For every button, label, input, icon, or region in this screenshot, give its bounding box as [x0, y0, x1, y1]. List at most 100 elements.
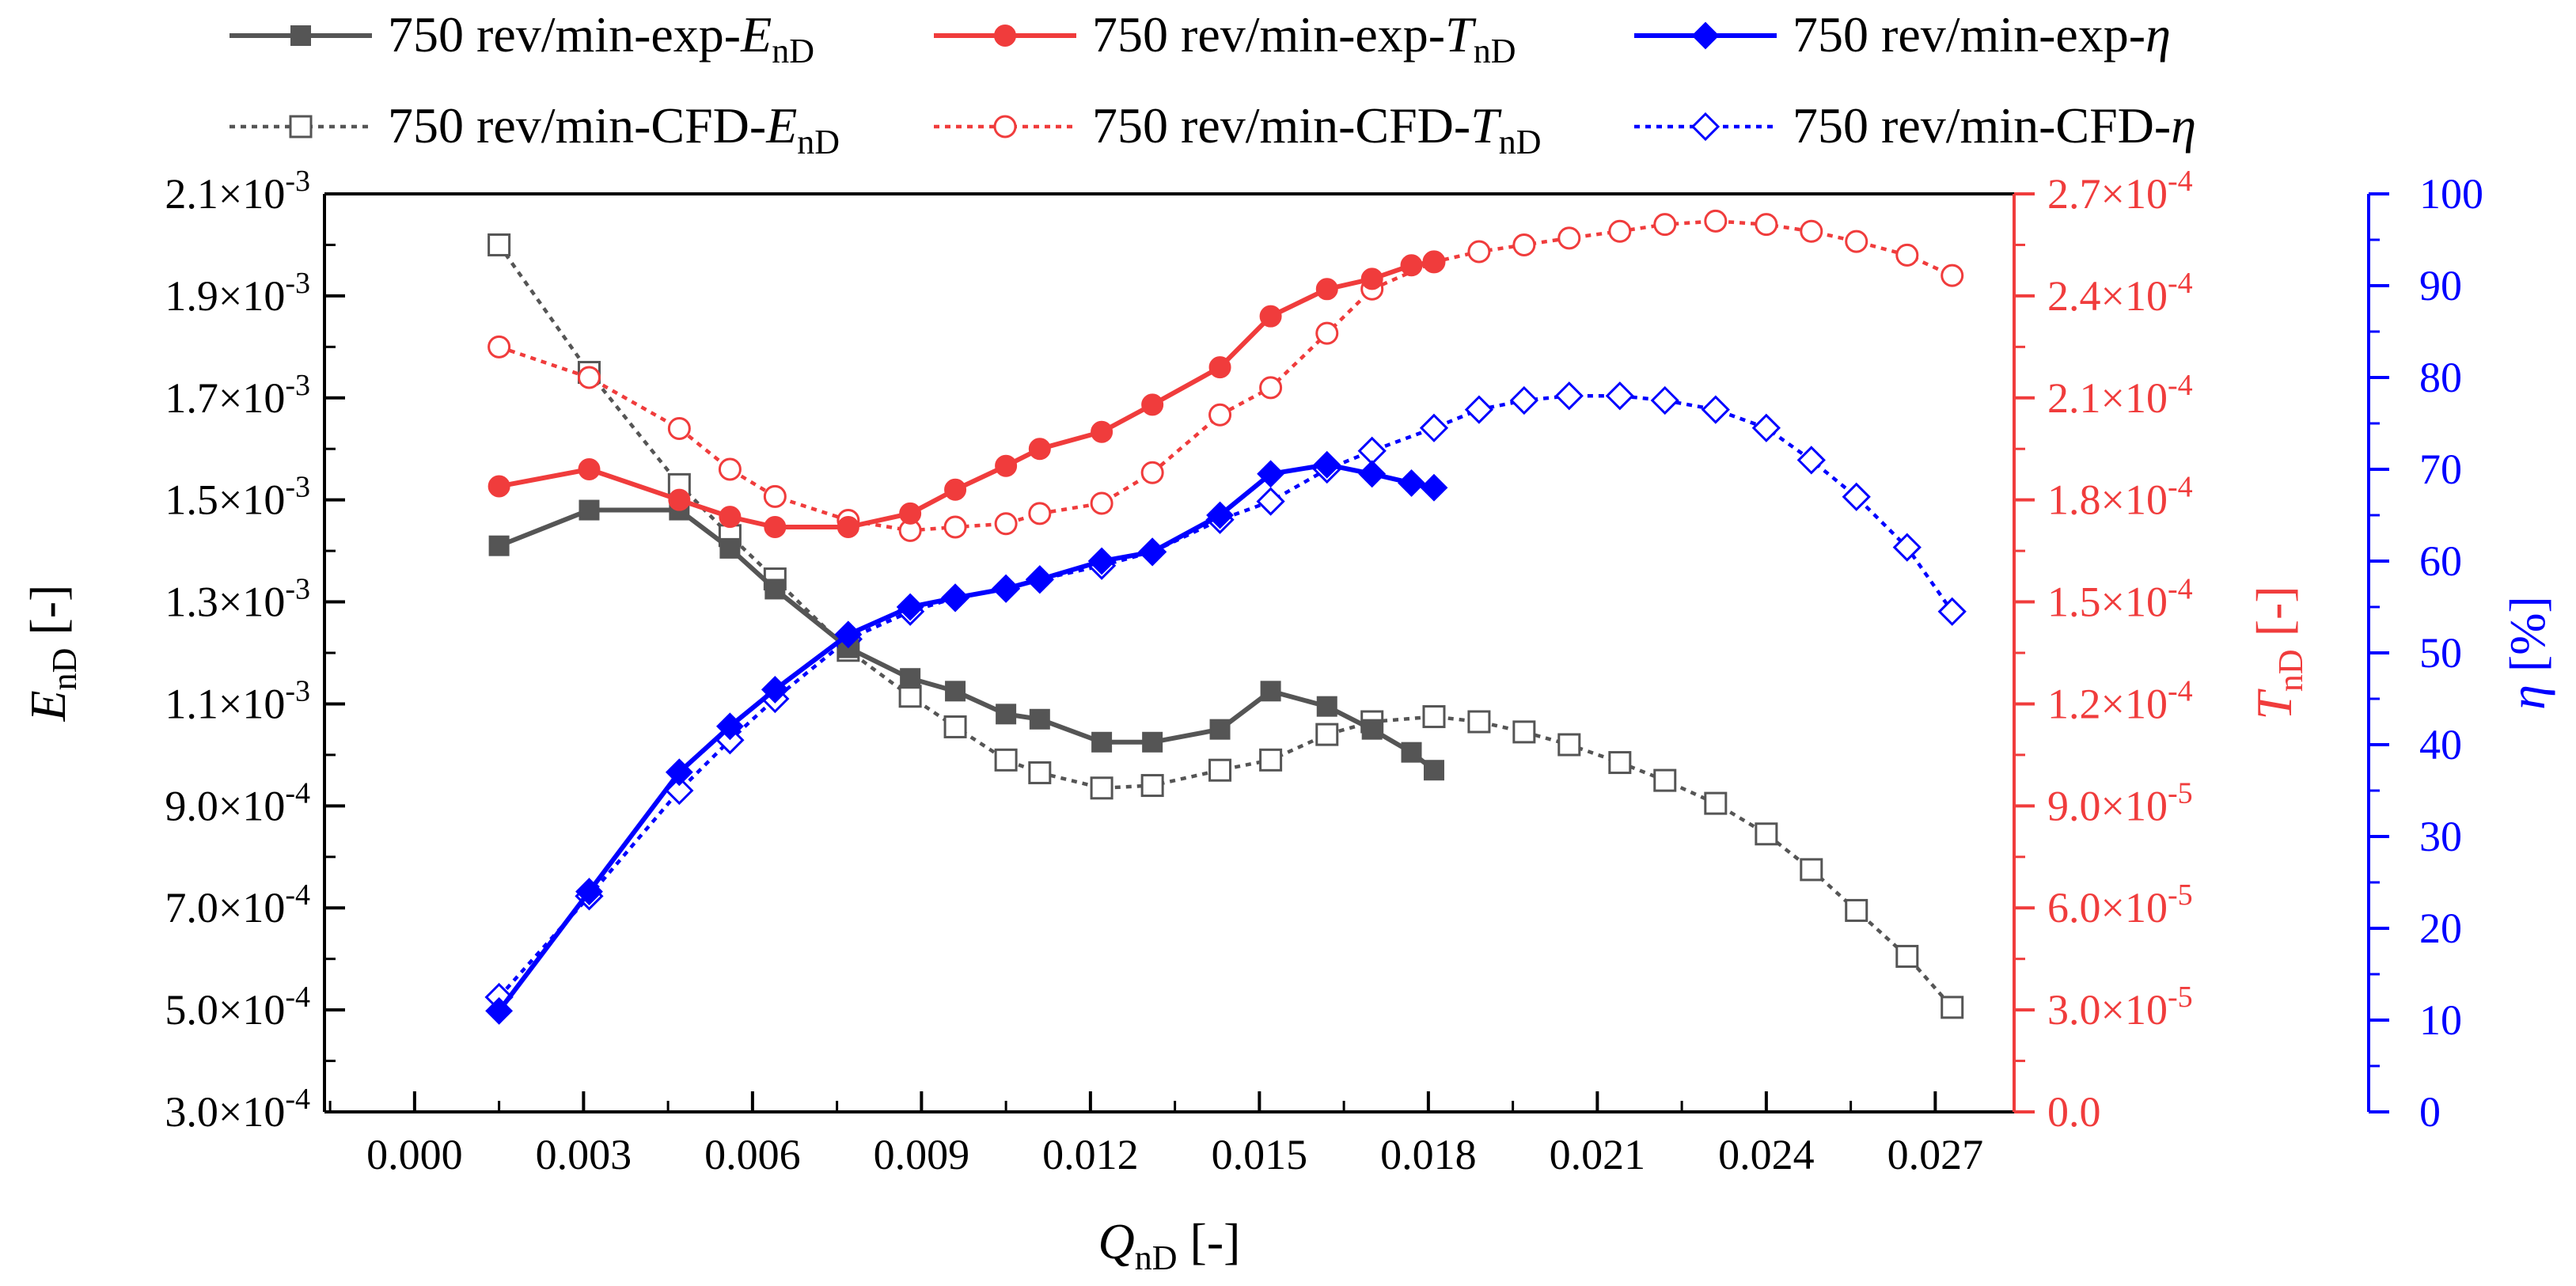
e-tick-label-base: ×10 [218, 986, 285, 1034]
point-cfd-T [1755, 213, 1778, 237]
e-tick-label-base: ×10 [218, 272, 285, 320]
e-tick-label-base: ×10 [218, 579, 285, 626]
point-exp-E [1401, 742, 1422, 763]
point-exp-T [837, 516, 859, 539]
t-axis-label-tail: [-] [2246, 586, 2302, 649]
t-tick-label-mantissa: 1.5 [2047, 579, 2101, 626]
point-cfd-E [1800, 858, 1823, 882]
legend-label-exp-E: 750 rev/min-exp-EnD [388, 6, 814, 70]
legend: 750 rev/min-exp-EnD 750 rev/min-exp-TnD 75… [230, 6, 2196, 161]
x-axis-label: QnD [-] [1098, 1213, 1241, 1277]
point-cfd-eta [1701, 395, 1730, 424]
point-cfd-E [1467, 710, 1491, 734]
t-axis-label-sub: nD [2271, 649, 2310, 692]
e-tick-label-exponent: -4 [285, 981, 310, 1014]
point-cfd-T [1941, 264, 1964, 287]
e-tick-label-exponent: -3 [285, 369, 310, 402]
legend-marker-cfd-E [289, 115, 313, 138]
legend-label-prefix: 750 rev/min-CFD- [1092, 97, 1470, 154]
point-cfd-E [994, 748, 1018, 772]
point-exp-T [995, 454, 1018, 477]
t-tick-label: 2.1×10-4 [2047, 369, 2193, 422]
legend-marker-exp-T [994, 25, 1016, 47]
legend-label-cfd-eta: 750 rev/min-CFD-η [1793, 97, 2196, 154]
e-tick-label-mantissa: 7.0 [165, 884, 218, 931]
x-tick-label: 0.027 [1887, 1131, 1984, 1178]
x-tick-label: 0.015 [1212, 1131, 1308, 1178]
point-cfd-eta [1256, 487, 1285, 516]
e-tick-label-base: ×10 [218, 476, 285, 524]
t-tick-label-base: ×10 [2101, 476, 2168, 524]
t-tick-label-mantissa: 2.1 [2047, 374, 2101, 422]
t-tick-label-mantissa: 0.0 [2047, 1088, 2101, 1136]
eta-axis-label-tail: [%] [2499, 596, 2555, 685]
point-cfd-T [1845, 230, 1868, 253]
point-exp-E [488, 535, 510, 556]
point-cfd-T [667, 416, 691, 440]
point-cfd-E [1140, 774, 1164, 798]
e-tick-label-mantissa: 1.3 [165, 579, 218, 626]
point-exp-E [1260, 681, 1281, 702]
point-cfd-E [1315, 723, 1339, 746]
point-cfd-T [488, 335, 511, 358]
point-cfd-T [1512, 233, 1536, 256]
point-exp-T [1091, 420, 1113, 443]
x-tick-label: 0.021 [1550, 1131, 1646, 1178]
t-tick-label-exponent: -5 [2168, 981, 2193, 1014]
series-layer [484, 209, 1967, 1025]
e-axis-label-tail: [-] [20, 585, 76, 648]
plot-frame [323, 192, 2014, 1113]
point-cfd-E [1512, 720, 1536, 744]
legend-item-exp-T: 750 rev/min-exp-TnD [934, 6, 1516, 70]
t-tick-label: 2.7×10-4 [2047, 165, 2193, 218]
point-exp-E [996, 704, 1017, 725]
legend-label-prefix: 750 rev/min-exp- [1793, 6, 2145, 63]
point-exp-E [719, 537, 741, 559]
x-axis: 0.000 0.003 0.006 0.009 0.012 0.015 0.018 0.021… [328, 1091, 1984, 1277]
point-cfd-T [1259, 376, 1283, 400]
point-exp-T [1141, 393, 1164, 416]
e-tick-label: 2.1×10-3 [165, 165, 310, 218]
t-tick-label-base: ×10 [2101, 272, 2168, 320]
t-tick-label-exponent: -4 [2168, 573, 2193, 606]
point-exp-T [764, 516, 787, 539]
e-tick-label: 1.5×10-3 [165, 471, 310, 524]
e-tick-label-exponent: -4 [285, 1083, 310, 1116]
e-tick-label-mantissa: 1.7 [165, 374, 218, 422]
point-cfd-T [718, 457, 742, 481]
series-cfd-E [488, 233, 1964, 1019]
t-tick-label-mantissa: 1.2 [2047, 680, 2101, 727]
point-cfd-eta [1464, 395, 1494, 424]
e-tick-label-exponent: -3 [285, 674, 310, 707]
e-axis-label: EnD [-] [20, 585, 84, 723]
series-line-cfd-T [498, 219, 1953, 533]
point-cfd-T [1467, 240, 1491, 264]
point-cfd-E [1422, 705, 1446, 729]
point-cfd-E [943, 715, 967, 738]
point-exp-T [1400, 254, 1423, 277]
series-exp-eta [485, 450, 1448, 1025]
point-cfd-E [1608, 751, 1632, 775]
t-tick-label: 1.2×10-4 [2047, 674, 2193, 727]
e-tick-label-mantissa: 1.1 [165, 680, 218, 727]
legend-label-prefix: 750 rev/min-exp- [1092, 6, 1445, 63]
point-cfd-eta [1751, 413, 1781, 442]
point-cfd-E [1895, 944, 1919, 968]
point-exp-T [1028, 438, 1051, 461]
point-exp-T [1360, 267, 1383, 290]
point-exp-eta [575, 878, 603, 906]
legend-label-main: E [765, 97, 797, 154]
point-exp-E [579, 499, 600, 521]
eta-tick-label: 50 [2419, 629, 2462, 677]
point-exp-E [945, 681, 966, 702]
legend-label-prefix: 750 rev/min-exp- [388, 6, 741, 63]
point-exp-T [578, 458, 601, 480]
t-axis-label-main: T [2246, 689, 2302, 720]
point-cfd-E [1208, 758, 1232, 782]
point-cfd-E [1845, 898, 1868, 922]
t-tick-label-base: ×10 [2101, 680, 2168, 727]
point-cfd-E [1941, 996, 1964, 1019]
legend-item-cfd-E: 750 rev/min-CFD-EnD [230, 97, 840, 161]
t-tick-label-exponent: -4 [2168, 471, 2193, 504]
e-tick-label: 1.7×10-3 [165, 369, 310, 422]
